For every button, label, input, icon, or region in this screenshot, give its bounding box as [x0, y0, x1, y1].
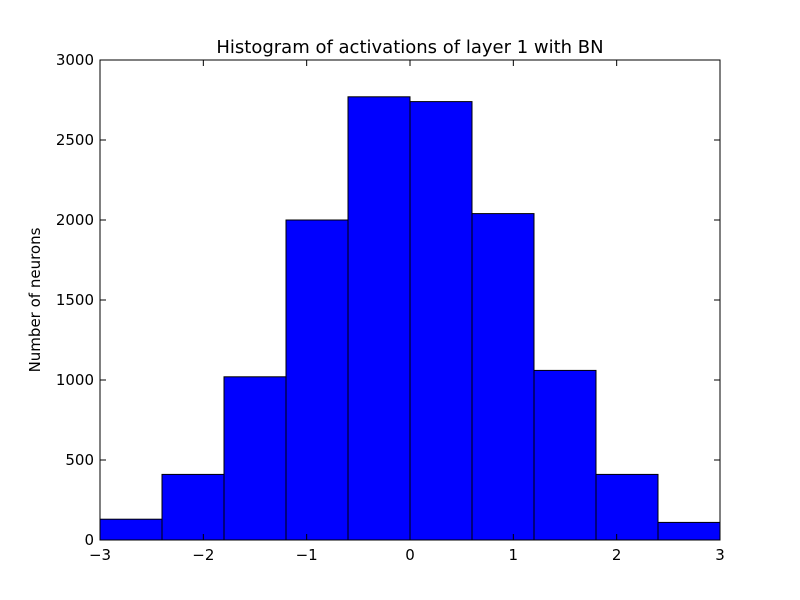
y-tick-label: 500 — [65, 451, 94, 469]
x-tick-label: 1 — [509, 546, 519, 564]
x-tick-label: 0 — [405, 546, 415, 564]
y-axis-label: Number of neurons — [26, 227, 44, 372]
histogram-bar — [161, 473, 225, 541]
y-tick-label: 2000 — [56, 211, 94, 229]
histogram-bar — [285, 219, 349, 541]
x-tick-label: 2 — [612, 546, 622, 564]
bars-group — [99, 96, 721, 541]
x-tick-label: −3 — [89, 546, 111, 564]
y-tick-label: 0 — [84, 531, 94, 549]
histogram-bar — [99, 518, 163, 541]
histogram-bar — [471, 213, 535, 541]
ticks-group: −3 −2 −1 0 1 2 3 0 500 1000 1500 2000 2500 3000 — [56, 51, 725, 564]
plot-frame — [99, 59, 721, 541]
chart-title: Histogram of activations of layer 1 with… — [216, 37, 603, 58]
histogram-bar — [347, 96, 411, 541]
y-tick-label: 1500 — [56, 291, 94, 309]
y-tick-label: 3000 — [56, 51, 94, 69]
x-tick-label: −1 — [296, 546, 318, 564]
histogram-bar — [595, 473, 659, 541]
x-tick-label: −2 — [192, 546, 214, 564]
y-tick-label: 1000 — [56, 371, 94, 389]
histogram-bar — [657, 521, 721, 541]
histogram-bar — [533, 369, 597, 541]
histogram-bar — [409, 101, 473, 541]
histogram-bar — [223, 376, 287, 541]
y-tick-label: 2500 — [56, 131, 94, 149]
x-tick-label: 3 — [715, 546, 725, 564]
